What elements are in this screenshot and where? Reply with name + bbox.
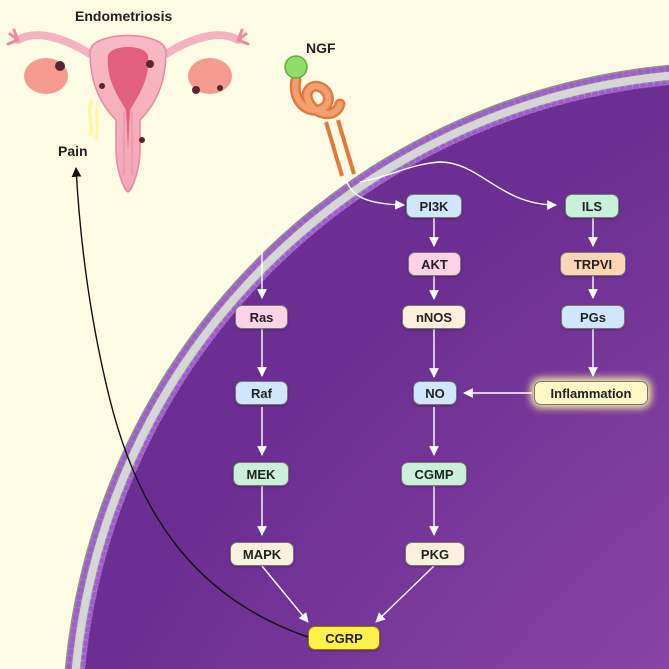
node-raf: Raf xyxy=(235,381,288,405)
pain-label: Pain xyxy=(58,143,88,159)
pathway-arrows xyxy=(257,161,598,623)
cgrp-to-pain-arrow xyxy=(71,167,309,638)
node-ras: Ras xyxy=(235,305,288,329)
endometriosis-label: Endometriosis xyxy=(75,8,173,24)
node-inflammation: Inflammation xyxy=(534,381,648,405)
ngf-receptor xyxy=(284,55,356,177)
node-mapk: MAPK xyxy=(230,542,294,566)
node-pkg: PKG xyxy=(405,542,465,566)
node-ils: ILS xyxy=(565,194,619,218)
node-mek: MEK xyxy=(233,462,289,486)
ngf-label: NGF xyxy=(306,40,336,56)
node-cgmp: CGMP xyxy=(401,462,467,486)
cell xyxy=(64,64,669,669)
node-pi3k: PI3K xyxy=(406,194,462,218)
node-nnos: nNOS xyxy=(402,305,466,329)
node-no: NO xyxy=(413,381,457,405)
uterus-illustration xyxy=(6,28,250,193)
node-cgrp: CGRP xyxy=(308,626,380,650)
node-pgs: PGs xyxy=(561,305,625,329)
node-trpvi: TRPVI xyxy=(560,252,626,276)
node-akt: AKT xyxy=(408,252,461,276)
